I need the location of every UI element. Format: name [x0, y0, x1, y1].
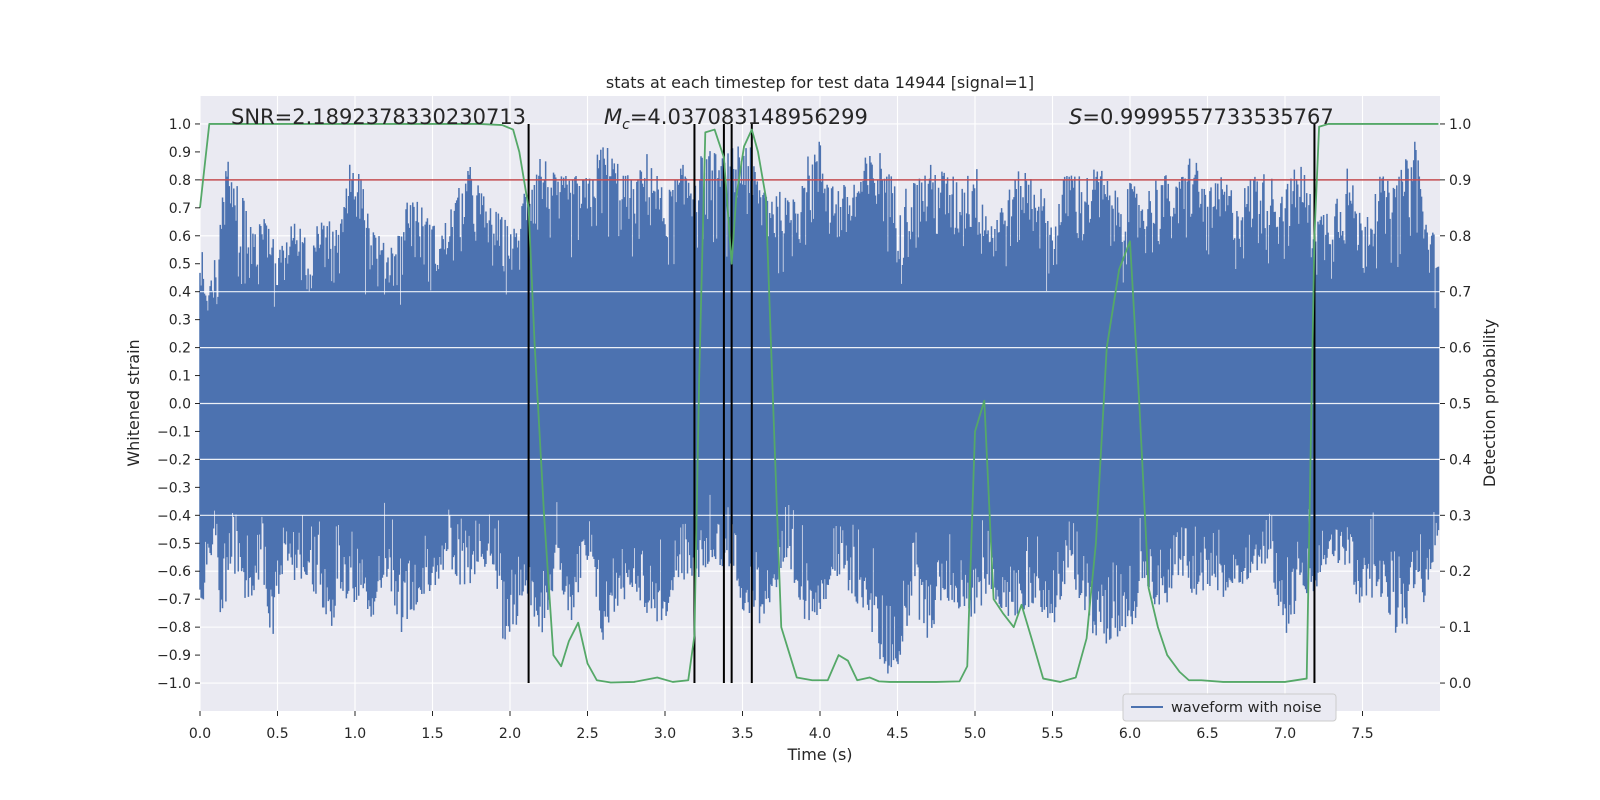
y-tick-label-17: −0.7	[157, 592, 191, 608]
waveform-with-noise-series	[199, 141, 1440, 674]
s-annotation: S=0.9999557733535767	[1069, 105, 1334, 129]
y2-tick-label-5: 0.5	[1449, 397, 1471, 413]
y-tick-label-8: 0.2	[169, 341, 191, 357]
chirp-mass-value: =4.037083148956299	[630, 105, 868, 129]
y-tick-label-3: 0.7	[169, 201, 191, 217]
y-tick-label-14: −0.4	[157, 508, 191, 524]
y-tick-label-15: −0.5	[157, 536, 191, 552]
x-tick-label-4: 2.0	[499, 726, 521, 742]
y-tick-label-1: 0.9	[169, 145, 191, 161]
y-tick-label-5: 0.5	[169, 257, 191, 273]
legend: waveform with noise	[1122, 693, 1337, 722]
y-tick-label-2: 0.8	[169, 173, 191, 189]
y-tick-label-12: −0.2	[157, 452, 191, 468]
y2-tick-label-8: 0.2	[1449, 564, 1471, 580]
x-tick-label-5: 2.5	[576, 726, 598, 742]
x-tick-label-1: 0.5	[266, 726, 288, 742]
y2-tick-label-7: 0.3	[1449, 508, 1471, 524]
chirp-mass-subscript: c	[622, 117, 630, 133]
y2-axis-title: Detection probability	[1480, 319, 1499, 487]
y-tick-label-11: −0.1	[157, 424, 191, 440]
s-value: =0.9999557733535767	[1082, 105, 1333, 129]
legend-box	[1122, 693, 1337, 722]
legend-label-waveform: waveform with noise	[1171, 700, 1322, 716]
x-tick-label-7: 3.5	[731, 726, 753, 742]
x-tick-label-3: 1.5	[421, 726, 443, 742]
s-symbol: S	[1069, 105, 1082, 129]
y-tick-label-20: −1.0	[157, 676, 191, 692]
axes: 0.0 0.5 1.0 1.5 2.0 2.5 3.0 3.5 4.0 4.5 5.0 5.5 6.0 6…	[157, 117, 1471, 742]
y-axis-title: Whitened strain	[124, 339, 143, 466]
x-tick-label-14: 7.0	[1274, 726, 1296, 742]
y-tick-label-7: 0.3	[169, 313, 191, 329]
y-tick-label-18: −0.8	[157, 620, 191, 636]
x-tick-label-0: 0.0	[189, 726, 211, 742]
x-tick-label-2: 1.0	[344, 726, 366, 742]
x-tick-label-6: 3.0	[654, 726, 676, 742]
detection-probability-line	[199, 123, 1439, 684]
y-tick-label-13: −0.3	[157, 480, 191, 496]
x-tick-label-10: 5.0	[964, 726, 986, 742]
y-tick-label-16: −0.6	[157, 564, 191, 580]
y2-tick-label-3: 0.7	[1449, 285, 1471, 301]
y2-tick-label-0: 1.0	[1449, 117, 1471, 133]
y-tick-label-4: 0.6	[169, 229, 191, 245]
y2-tick-label-9: 0.1	[1449, 620, 1471, 636]
x-tick-label-11: 5.5	[1041, 726, 1063, 742]
x-tick-label-12: 6.0	[1119, 726, 1141, 742]
chirp-mass-symbol: M	[604, 105, 622, 129]
chirp-mass-annotation: Mc=4.037083148956299	[604, 105, 868, 133]
y2-tick-label-4: 0.6	[1449, 341, 1471, 357]
y-tick-label-19: −0.9	[157, 648, 191, 664]
y-tick-label-10: 0.0	[169, 397, 191, 413]
y-tick-label-6: 0.4	[169, 285, 191, 301]
detection-probability-series	[199, 123, 1439, 684]
y2-tick-label-6: 0.4	[1449, 452, 1471, 468]
snr-annotation: SNR=2.1892378330230713	[231, 105, 526, 129]
x-tick-label-15: 7.5	[1351, 726, 1373, 742]
y2-tick-label-2: 0.8	[1449, 229, 1471, 245]
x-tick-label-13: 6.5	[1196, 726, 1218, 742]
x-tick-label-9: 4.5	[886, 726, 908, 742]
y-tick-label-9: 0.1	[169, 369, 191, 385]
x-axis-title: Time (s)	[786, 745, 852, 764]
x-tick-label-8: 4.0	[809, 726, 831, 742]
y2-tick-label-10: 0.0	[1449, 676, 1471, 692]
chart-title: stats at each timestep for test data 149…	[606, 73, 1034, 92]
y-tick-label-0: 1.0	[169, 117, 191, 133]
y2-tick-label-1: 0.9	[1449, 173, 1471, 189]
